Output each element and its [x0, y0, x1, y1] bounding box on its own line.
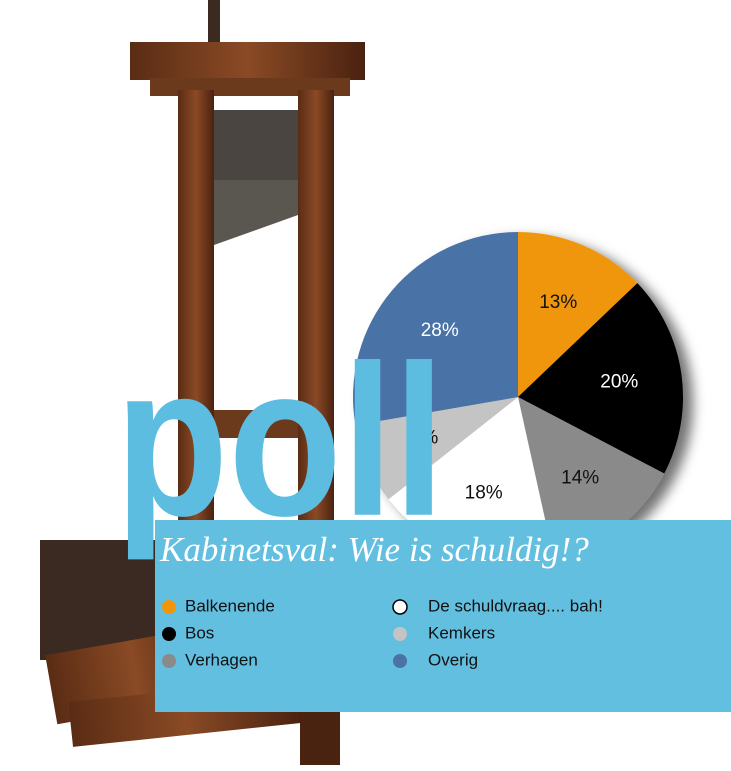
legend-marker [393, 627, 407, 641]
legend-label: Overig [428, 650, 478, 669]
slice-label: 13% [539, 292, 577, 313]
poll-graphic: 13%20%14%18%8%28% poll Kabinetsval: Wie … [0, 0, 731, 771]
legend-label: Balkenende [185, 596, 275, 615]
legend-marker [162, 627, 176, 641]
slice-label: 18% [465, 482, 503, 503]
legend-marker [162, 654, 176, 668]
legend-marker [162, 600, 176, 614]
slice-label: 14% [561, 467, 599, 488]
slice-label: 20% [600, 372, 638, 393]
legend-marker [393, 654, 407, 668]
legend-label: Kemkers [428, 623, 495, 642]
legend-label: De schuldvraag.... bah! [428, 596, 603, 615]
legend-label: Verhagen [185, 650, 258, 669]
legend-label: Bos [185, 623, 214, 642]
chart-title: Kabinetsval: Wie is schuldig!? [159, 530, 589, 569]
legend-marker [393, 600, 407, 614]
